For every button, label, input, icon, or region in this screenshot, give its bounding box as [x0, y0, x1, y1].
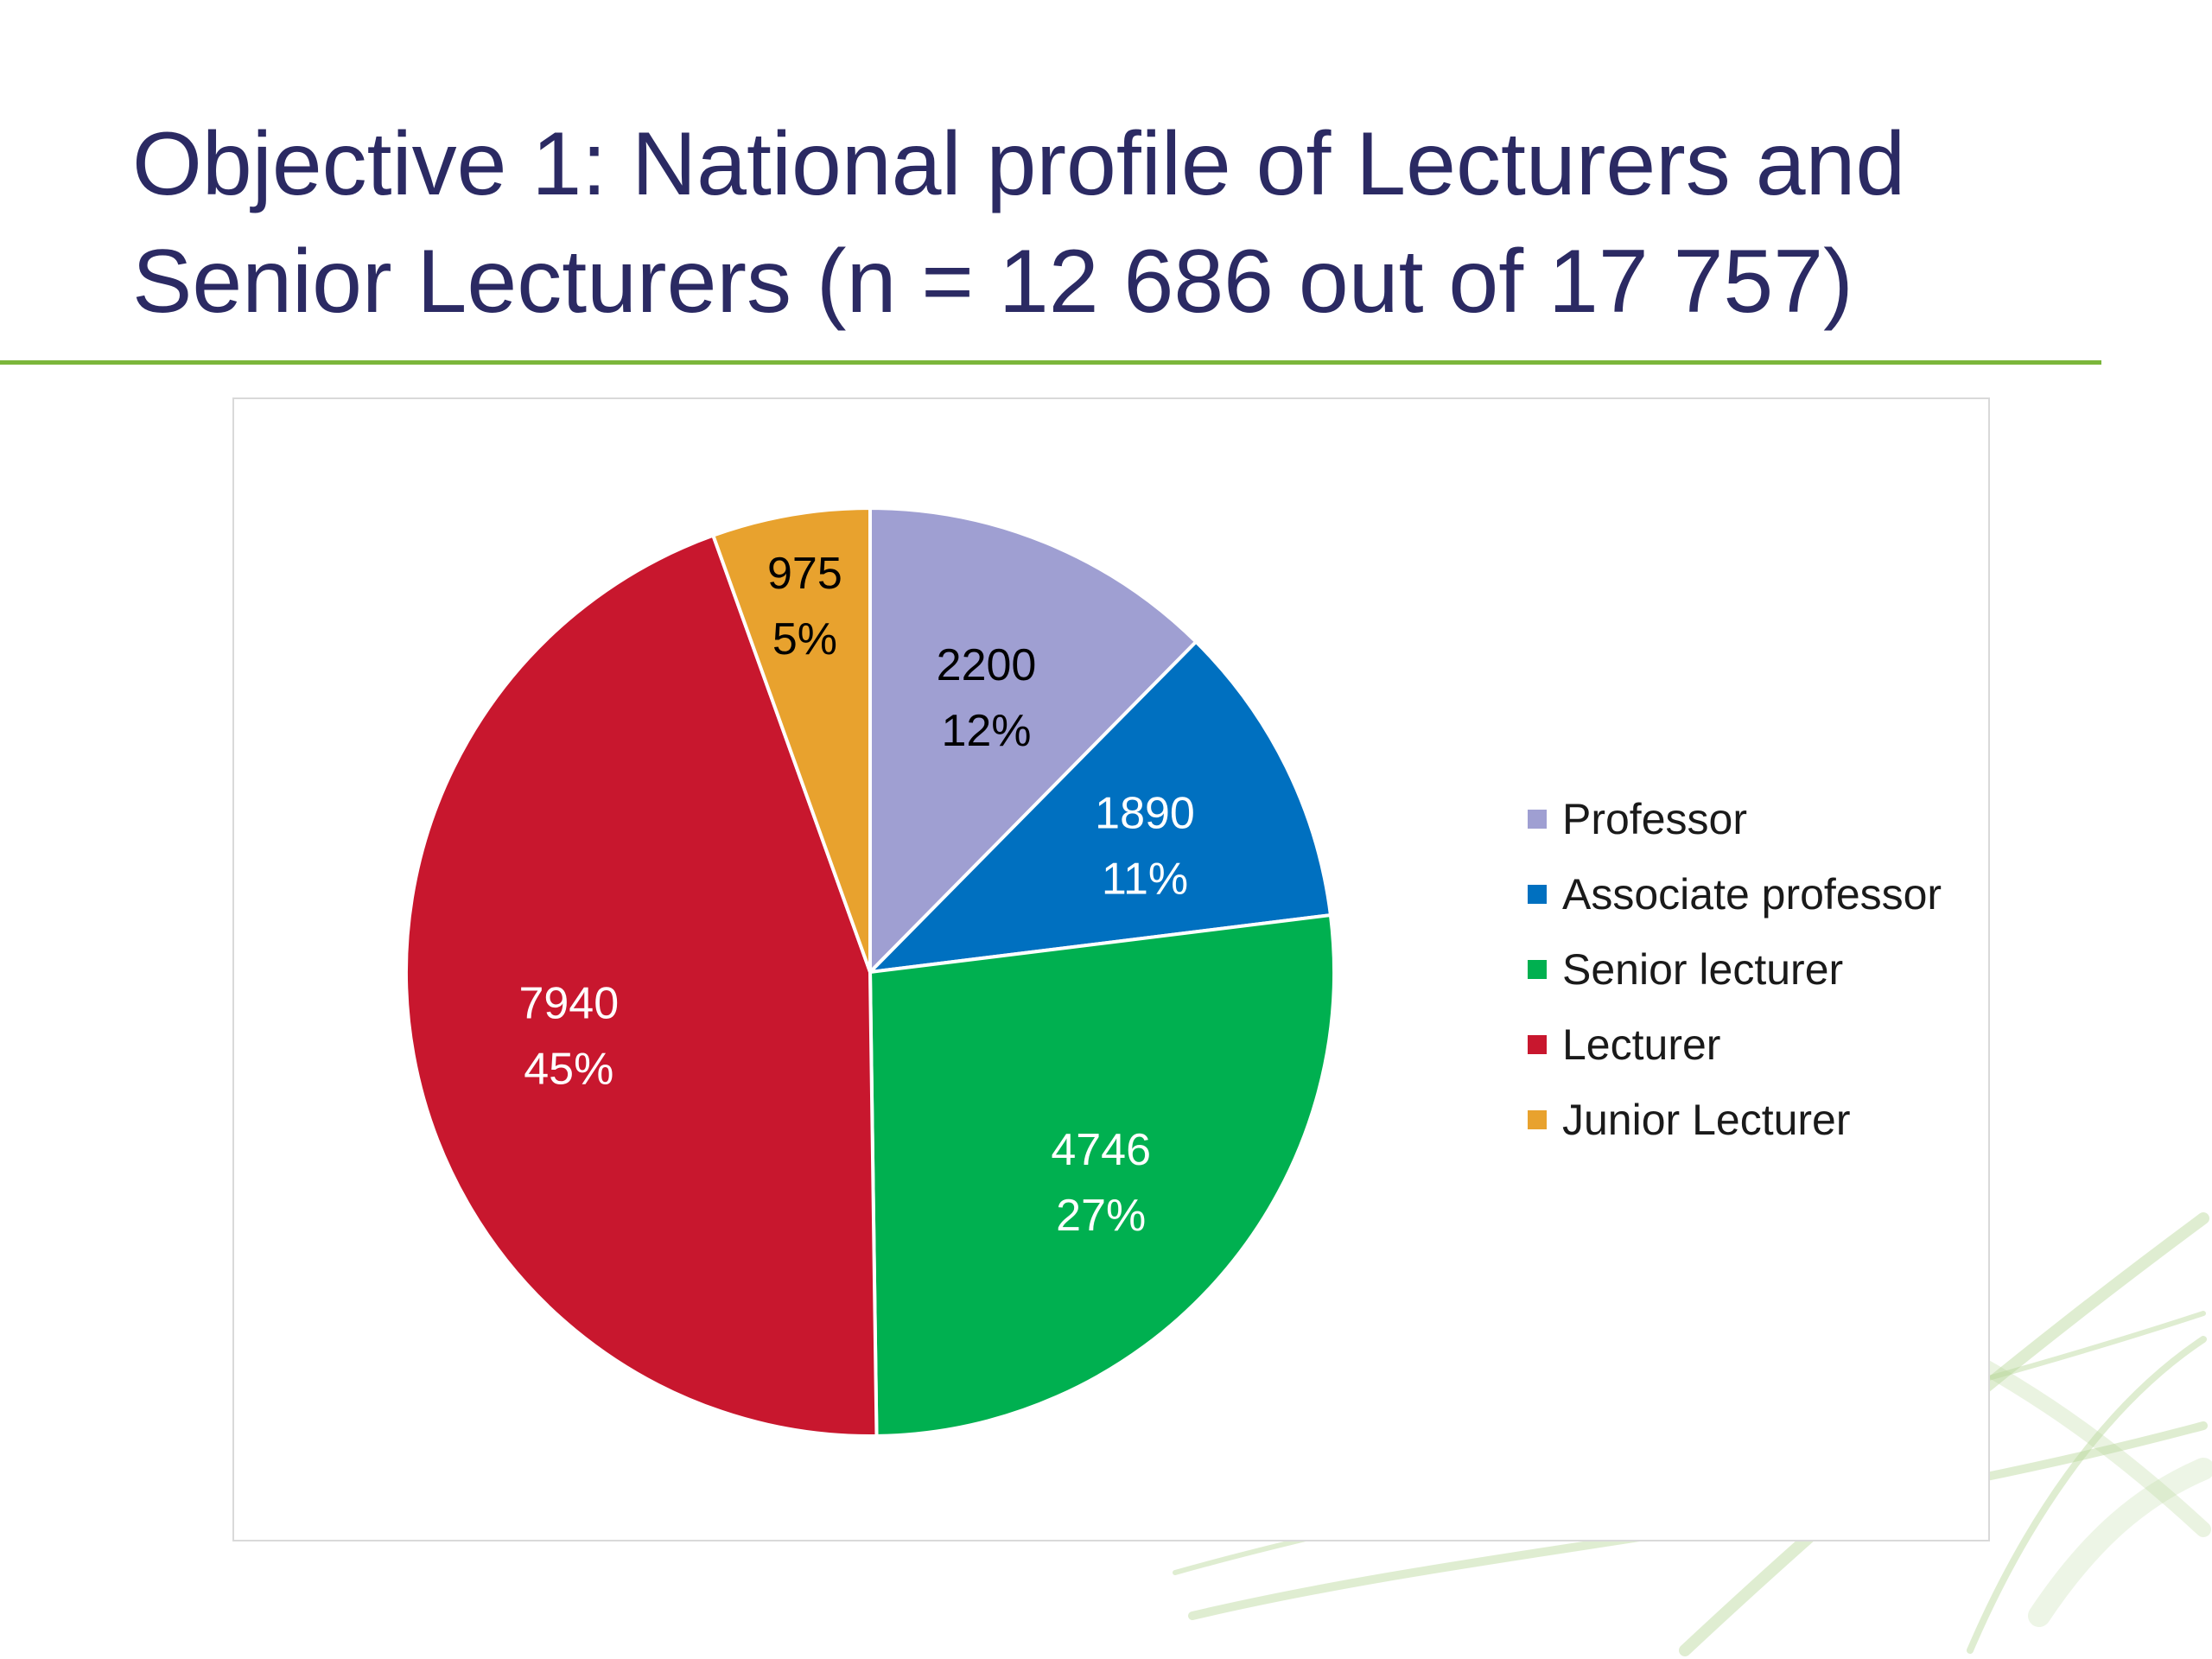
- chart-area: 2200 12% 1890 11% 4746 27% 7940 45% 975 5% Profes…: [232, 397, 1990, 1541]
- title-divider: [0, 360, 2101, 365]
- value-label-associate-professor: 1890: [1095, 788, 1195, 838]
- legend-label-senior-lecturer: Senior lecturer: [1562, 944, 1844, 994]
- percent-label-junior-lecturer: 5%: [772, 614, 837, 664]
- legend-item-junior-lecturer: Junior Lecturer: [1528, 1082, 1942, 1157]
- legend-item-professor: Professor: [1528, 781, 1942, 856]
- legend-swatch-lecturer: [1528, 1034, 1547, 1054]
- legend-item-senior-lecturer: Senior lecturer: [1528, 931, 1942, 1007]
- legend-label-lecturer: Lecturer: [1562, 1020, 1721, 1069]
- data-label-lecturer: 7940 45%: [518, 978, 619, 1094]
- legend-label-professor: Professor: [1562, 794, 1747, 843]
- data-label-junior-lecturer: 975 5%: [767, 549, 842, 664]
- percent-label-professor: 12%: [941, 706, 1031, 756]
- legend-label-junior-lecturer: Junior Lecturer: [1562, 1095, 1851, 1144]
- pie-slice-junior-lecturer: [711, 506, 872, 974]
- legend-swatch-senior-lecturer: [1528, 959, 1547, 979]
- legend-item-associate-professor: Associate professor: [1528, 856, 1942, 931]
- pie-slice-professor: [868, 506, 1198, 974]
- legend-swatch-associate-professor: [1528, 884, 1547, 904]
- pie-chart: 2200 12%1890 11%4746 27%7940 45%975 5%: [404, 506, 1336, 1438]
- data-label-senior-lecturer: 4746 27%: [1051, 1125, 1151, 1241]
- pie-slice-senior-lecturer: [868, 913, 1336, 1438]
- percent-label-associate-professor: 11%: [1102, 854, 1188, 904]
- legend-item-lecturer: Lecturer: [1528, 1007, 1942, 1082]
- percent-label-senior-lecturer: 27%: [1056, 1191, 1146, 1241]
- pie-slice-lecturer: [404, 533, 879, 1438]
- legend-swatch-junior-lecturer: [1528, 1109, 1547, 1129]
- legend-swatch-professor: [1528, 809, 1547, 829]
- chart-legend: Professor Associate professor Senior lec…: [1528, 781, 1942, 1157]
- value-label-professor: 2200: [937, 640, 1037, 690]
- data-label-associate-professor: 1890 11%: [1095, 788, 1195, 904]
- pie-slice-associate-professor: [868, 639, 1332, 974]
- value-label-senior-lecturer: 4746: [1051, 1125, 1151, 1175]
- data-label-professor: 2200 12%: [937, 640, 1037, 756]
- percent-label-lecturer: 45%: [524, 1044, 613, 1094]
- value-label-junior-lecturer: 975: [767, 549, 842, 599]
- slide-title: Objective 1: National profile of Lecture…: [132, 114, 1906, 332]
- value-label-lecturer: 7940: [518, 978, 619, 1028]
- legend-label-associate-professor: Associate professor: [1562, 869, 1942, 918]
